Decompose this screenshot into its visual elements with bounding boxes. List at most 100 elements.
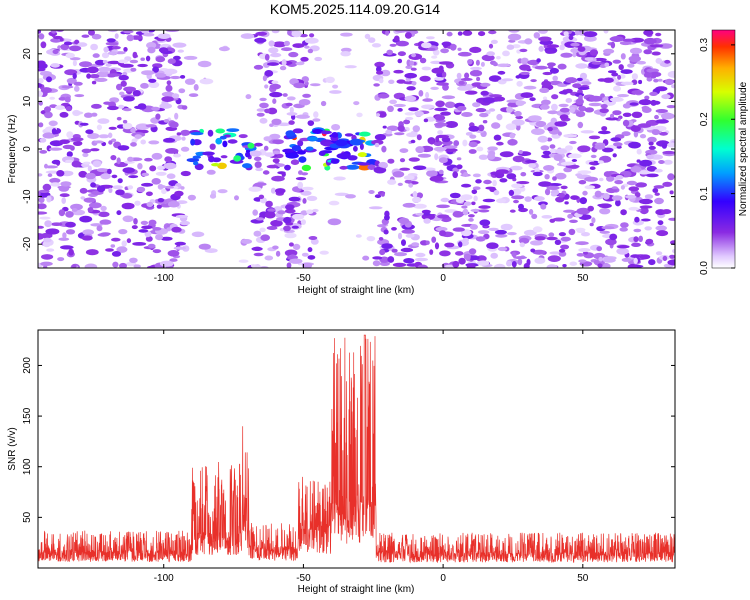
heatmap-cell [134, 105, 143, 109]
heatmap-cell [140, 139, 146, 145]
heatmap-cell [393, 103, 406, 108]
heatmap-cell [636, 159, 641, 163]
heatmap-cell [283, 225, 291, 232]
heatmap-cell [163, 119, 170, 123]
heatmap-cell [478, 124, 485, 132]
heatmap-cell [38, 100, 43, 106]
heatmap-cell [121, 240, 127, 247]
heatmap-cell [247, 142, 255, 149]
heatmap-cell [394, 35, 400, 42]
heatmap-cell [38, 60, 46, 66]
heatmap-cell [301, 164, 312, 172]
heatmap-cell [385, 30, 390, 36]
heatmap-cell [496, 113, 503, 121]
heatmap-cell [502, 50, 510, 57]
heatmap-cell [136, 186, 146, 193]
heatmap-cell [649, 71, 662, 77]
heatmap-cell [411, 53, 417, 58]
heatmap-cell [549, 251, 562, 255]
heatmap-cell [605, 117, 619, 121]
heatmap-cell [267, 107, 278, 115]
heatmap-cell [421, 66, 432, 71]
heatmap-cell [285, 152, 299, 159]
heatmap-cell [291, 145, 301, 152]
heatmap-cell [668, 254, 675, 259]
heatmap-cell [577, 170, 592, 175]
heatmap-cell [44, 106, 51, 113]
heatmap-cell [72, 73, 77, 79]
heatmap-cell [408, 157, 420, 162]
heatmap-cell [434, 153, 439, 161]
heatmap-cell [148, 140, 160, 145]
heatmap-cell [110, 244, 116, 248]
heatmap-cell [598, 130, 611, 135]
heatmap-cell [426, 170, 438, 177]
heatmap-cell [600, 93, 605, 98]
heatmap-cell [173, 153, 181, 158]
heatmap-cell [506, 260, 512, 267]
heatmap-cell [121, 202, 135, 210]
heatmap-cell [145, 55, 151, 62]
heatmap-cell [482, 198, 496, 203]
heatmap-cell [492, 62, 498, 67]
heatmap-cell [475, 59, 480, 66]
heatmap-cell [438, 61, 453, 65]
heatmap-cell [269, 83, 281, 90]
heatmap-cell [404, 72, 418, 79]
heatmap-cell [429, 139, 435, 145]
heatmap-cell [646, 76, 653, 82]
heatmap-cell [493, 96, 506, 102]
heatmap-cell [117, 178, 123, 184]
heatmap-cell [408, 107, 419, 112]
heatmap-cell [589, 49, 599, 56]
heatmap-cell [385, 129, 393, 135]
heatmap-cell [344, 133, 354, 137]
colorbar-gradient [711, 29, 736, 269]
heatmap-cell [147, 46, 156, 54]
heatmap-cell [516, 80, 523, 87]
heatmap-cell [431, 67, 445, 74]
heatmap-cell [533, 32, 540, 39]
heatmap-cell [575, 173, 583, 177]
heatmap-cell [65, 159, 74, 163]
heatmap-cell [73, 81, 83, 86]
heatmap-cell [480, 82, 491, 87]
heatmap-cell [413, 165, 427, 171]
heatmap-cell [188, 93, 199, 97]
heatmap-cell [38, 196, 45, 203]
heatmap-cell [163, 162, 177, 170]
heatmap-cell [77, 42, 88, 47]
heatmap-cell [96, 185, 106, 193]
heatmap-cell [583, 31, 598, 38]
heatmap-cell [423, 218, 431, 224]
heatmap-cell [668, 217, 675, 221]
heatmap-cell [88, 30, 95, 36]
heatmap-cell [353, 101, 360, 106]
heatmap-cell [65, 211, 74, 218]
heatmap-cell [38, 173, 43, 177]
heatmap-cell [475, 179, 482, 184]
heatmap-cell [429, 175, 444, 182]
heatmap-cell [122, 122, 133, 130]
heatmap-cell [123, 86, 136, 92]
heatmap-cell [631, 90, 644, 95]
heatmap-cell [452, 260, 460, 268]
heatmap-cell [38, 33, 45, 40]
heatmap-cell [126, 238, 132, 244]
heatmap-cell [283, 40, 290, 47]
heatmap-cell [496, 63, 511, 68]
heatmap-cell [638, 99, 652, 106]
heatmap-cell [137, 63, 148, 68]
heatmap-cell [377, 224, 387, 228]
heatmap-cell [141, 182, 154, 187]
heatmap-cell [159, 260, 174, 267]
heatmap-cell [602, 147, 614, 153]
heatmap-cell [551, 103, 558, 111]
heatmap-cell [174, 241, 186, 246]
heatmap-cell [560, 52, 573, 58]
heatmap-cell [576, 253, 585, 257]
heatmap-cell [445, 121, 458, 128]
heatmap-cell [82, 229, 94, 236]
heatmap-cell [130, 142, 137, 147]
heatmap-cell [301, 76, 309, 83]
